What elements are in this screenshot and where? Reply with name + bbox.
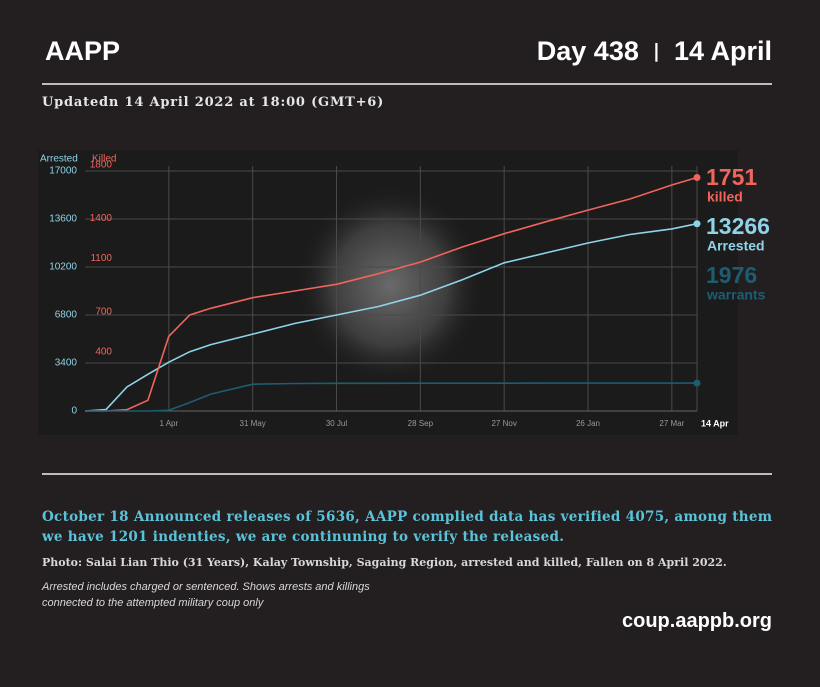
y2-tick-label: 1100 — [90, 253, 112, 264]
y-tick-label: 17000 — [49, 166, 77, 177]
y-tick-label: 3400 — [55, 358, 78, 369]
url: coup.aappb.org — [622, 610, 772, 632]
series-line — [85, 382, 697, 412]
x-tick-label: 26 Jan — [576, 419, 600, 428]
y2-axis-label: Killed — [92, 154, 116, 165]
end-value: 13266 — [706, 213, 770, 239]
photo — [295, 185, 485, 385]
photo-caption: Photo: Salai Lian Thio (31 Years), Kalay… — [42, 556, 727, 569]
end-dot — [693, 174, 701, 182]
release-note: October 18 Announced releases of 5636, A… — [42, 509, 773, 545]
separator: ❘ — [648, 41, 664, 61]
divider — [42, 473, 772, 475]
footnote: Arrested includes charged or sentenced. … — [42, 581, 370, 593]
chart: Arrested Killed 0 3400 6800 10200 13600 17000… — [40, 153, 770, 429]
footnote: connected to the attempted military coup… — [42, 597, 264, 609]
x-tick-label: 27 Nov — [491, 419, 516, 428]
divider — [42, 83, 772, 85]
x-tick-label: 27 Mar — [659, 419, 684, 428]
end-dot — [693, 220, 701, 228]
end-dot — [693, 379, 701, 387]
y2-tick-label: 1800 — [90, 160, 113, 171]
y2-tick-label: 700 — [95, 306, 112, 317]
series-line — [84, 222, 698, 412]
date: 14 April — [673, 36, 772, 66]
end-value: 1976 — [706, 262, 757, 288]
day-date: Day 438 ❘ 14 April — [537, 36, 772, 67]
y2-tick-label: 400 — [95, 346, 112, 357]
x-tick-label: 28 Sep — [408, 419, 434, 428]
x-tick-label: 31 May — [240, 419, 266, 428]
day: Day 438 — [536, 36, 639, 66]
y-tick-label: 0 — [71, 406, 77, 417]
series-line — [85, 176, 698, 412]
y-tick-label: 10200 — [49, 262, 77, 273]
y-axis-label: Arrested — [40, 154, 78, 165]
end-value: 1751 — [706, 164, 757, 190]
updated: Updatedn 14 April 2022 at 18:00 (GMT+6) — [42, 95, 385, 110]
legend-name: killed — [707, 189, 743, 205]
brand: AAPP — [45, 36, 121, 66]
x-tick-label: 14 Apr — [701, 418, 729, 428]
x-tick-label: 1 Apr — [159, 419, 178, 428]
y2-tick-label: 1400 — [90, 213, 113, 224]
x-tick-label: 30 Jul — [326, 419, 348, 428]
legend-name: Arrested — [707, 238, 765, 254]
y-tick-label: 13600 — [49, 214, 77, 225]
y-tick-label: 6800 — [55, 310, 78, 321]
legend-name: warrants — [706, 287, 766, 303]
